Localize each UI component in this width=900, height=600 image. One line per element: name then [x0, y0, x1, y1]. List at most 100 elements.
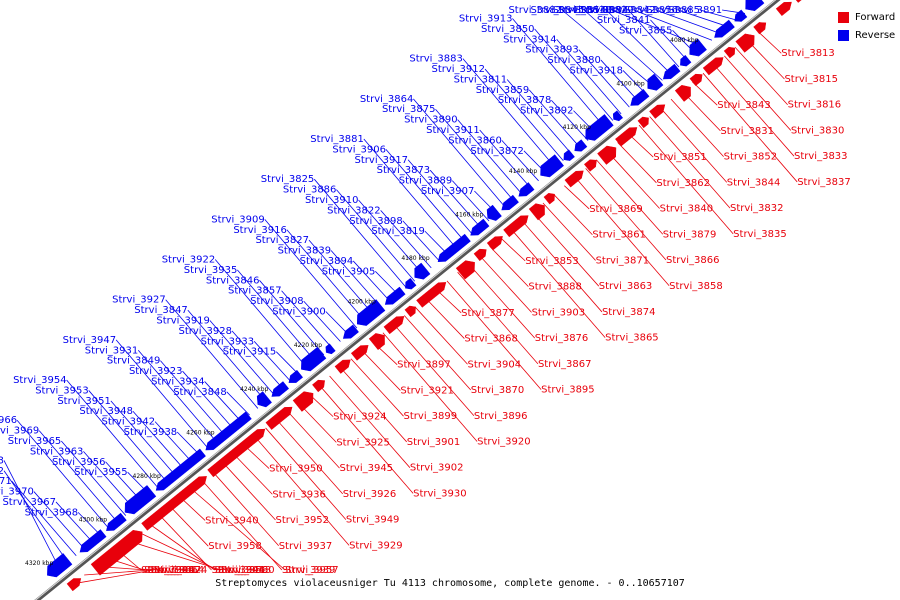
- reverse-gene-arrow[interactable]: [435, 233, 471, 265]
- forward-gene-arrow[interactable]: [207, 426, 268, 478]
- gene-label[interactable]: Strvi_3949: [346, 515, 400, 526]
- forward-gene-arrow[interactable]: [735, 30, 759, 53]
- forward-gene-arrow[interactable]: [753, 19, 769, 35]
- forward-gene-arrow[interactable]: [351, 342, 371, 361]
- gene-label[interactable]: Strvi_3907: [421, 186, 475, 197]
- forward-gene-arrow[interactable]: [486, 233, 505, 251]
- gene-label[interactable]: Strvi_3944: [141, 565, 195, 576]
- reverse-gene-arrow[interactable]: [104, 512, 127, 534]
- gene-label[interactable]: Strvi_3845: [531, 5, 585, 16]
- gene-label[interactable]: Strvi_3879: [663, 229, 717, 240]
- reverse-gene-arrow[interactable]: [741, 0, 765, 14]
- gene-label[interactable]: Strvi_3863: [599, 281, 653, 292]
- reverse-gene-arrow[interactable]: [611, 110, 623, 123]
- gene-label[interactable]: Strvi_3908: [250, 296, 304, 307]
- reverse-gene-arrow[interactable]: [685, 38, 707, 60]
- gene-label[interactable]: Strvi_3857: [228, 286, 282, 297]
- gene-label[interactable]: Strvi_3961: [144, 565, 198, 576]
- gene-label[interactable]: Strvi_3925: [336, 437, 390, 448]
- forward-gene-arrow[interactable]: [597, 142, 621, 165]
- gene-label[interactable]: Strvi_3940: [205, 515, 259, 526]
- gene-label[interactable]: Strvi_3974: [154, 565, 208, 576]
- gene-label[interactable]: Strvi_3899: [404, 411, 458, 422]
- gene-label[interactable]: Strvi_3913: [459, 14, 513, 25]
- reverse-gene-arrow[interactable]: [581, 114, 614, 144]
- forward-gene-arrow[interactable]: [455, 257, 479, 280]
- gene-label[interactable]: Strvi_3942: [102, 417, 156, 428]
- forward-gene-arrow[interactable]: [615, 124, 639, 147]
- gene-label[interactable]: Strvi_3840: [660, 204, 714, 215]
- gene-label[interactable]: Strvi_3883: [409, 54, 463, 65]
- gene-label[interactable]: Strvi_3893: [525, 45, 579, 56]
- gene-label[interactable]: Strvi_3831: [720, 126, 774, 137]
- forward-gene-arrow[interactable]: [584, 157, 599, 172]
- gene-label[interactable]: Strvi_3896: [474, 411, 528, 422]
- reverse-gene-arrow[interactable]: [286, 369, 303, 386]
- forward-gene-arrow[interactable]: [90, 526, 146, 576]
- forward-gene-arrow[interactable]: [528, 200, 549, 221]
- reverse-gene-arrow[interactable]: [561, 149, 575, 163]
- gene-label[interactable]: Strvi_3963: [30, 446, 84, 457]
- gene-label[interactable]: Strvi_3858: [669, 281, 723, 292]
- gene-label[interactable]: Strvi_3813: [781, 48, 835, 59]
- reverse-gene-arrow[interactable]: [269, 381, 289, 400]
- reverse-gene-arrow[interactable]: [483, 204, 502, 223]
- forward-gene-arrow[interactable]: [334, 356, 353, 374]
- gene-label[interactable]: Strvi_3892: [520, 106, 574, 117]
- gene-label[interactable]: Strvi_3874: [602, 307, 656, 318]
- gene-label[interactable]: Strvi_3903: [532, 307, 586, 318]
- forward-gene-arrow[interactable]: [775, 0, 794, 17]
- gene-label[interactable]: Strvi_3842: [602, 5, 656, 16]
- gene-label[interactable]: Strvi_3957: [285, 565, 339, 576]
- forward-gene-arrow[interactable]: [503, 212, 531, 238]
- gene-label[interactable]: Strvi_3829: [580, 5, 634, 16]
- reverse-gene-arrow[interactable]: [323, 343, 336, 356]
- gene-label[interactable]: Strvi_3890: [404, 115, 458, 126]
- gene-label[interactable]: Strvi_3878: [498, 95, 552, 106]
- gene-label[interactable]: Strvi_3843: [717, 100, 771, 111]
- reverse-gene-arrow[interactable]: [660, 63, 681, 82]
- gene-label[interactable]: Strvi_3964: [151, 565, 205, 576]
- forward-gene-arrow[interactable]: [265, 404, 295, 430]
- gene-label[interactable]: Strvi_3971: [0, 476, 12, 487]
- forward-gene-arrow[interactable]: [383, 313, 407, 335]
- gene-label[interactable]: Strvi_3862: [656, 178, 710, 189]
- gene-label[interactable]: Strvi_3923: [129, 366, 183, 377]
- reverse-gene-arrow[interactable]: [77, 529, 107, 556]
- reverse-gene-arrow[interactable]: [353, 299, 386, 330]
- gene-label[interactable]: Strvi_3875: [382, 104, 436, 115]
- gene-label[interactable]: Strvi_3910: [305, 195, 359, 206]
- gene-label[interactable]: Strvi_3969: [0, 426, 39, 437]
- gene-label[interactable]: Strvi_3970: [0, 487, 34, 498]
- reverse-gene-arrow[interactable]: [121, 485, 157, 517]
- gene-label[interactable]: Strvi_3856: [624, 5, 678, 16]
- gene-label[interactable]: Strvi_3967: [2, 497, 56, 508]
- reverse-gene-arrow[interactable]: [43, 553, 73, 580]
- gene-label[interactable]: Strvi_3909: [211, 214, 265, 225]
- gene-label[interactable]: Strvi_3876: [535, 333, 589, 344]
- gene-label[interactable]: Strvi_3861: [592, 230, 646, 241]
- gene-label[interactable]: Strvi_3872: [470, 146, 524, 157]
- gene-label[interactable]: Strvi_3815: [784, 74, 838, 85]
- gene-label[interactable]: Strvi_3881: [310, 134, 364, 145]
- gene-label[interactable]: Strvi_3958: [208, 541, 262, 552]
- gene-label[interactable]: Strvi_3951: [57, 396, 111, 407]
- gene-label[interactable]: Strvi_3885: [646, 5, 700, 16]
- gene-label[interactable]: Strvi_3865: [605, 333, 659, 344]
- gene-label[interactable]: Strvi_3864: [360, 94, 414, 105]
- legend-reverse[interactable]: Reverse: [838, 26, 895, 44]
- gene-label[interactable]: Strvi_3939: [282, 565, 336, 576]
- gene-label[interactable]: Strvi_3943: [218, 565, 272, 576]
- gene-label[interactable]: Strvi_3835: [733, 229, 787, 240]
- gene-label[interactable]: Strvi_3839: [278, 246, 332, 257]
- gene-label[interactable]: Strvi_3917: [355, 155, 409, 166]
- gene-label[interactable]: Strvi_3952: [276, 515, 330, 526]
- gene-label[interactable]: Strvi_3928: [178, 326, 232, 337]
- gene-label[interactable]: Strvi_3894: [300, 256, 354, 267]
- gene-label[interactable]: Strvi_3898: [349, 216, 403, 227]
- gene-label[interactable]: Strvi_3844: [727, 177, 781, 188]
- gene-label[interactable]: Strvi_3859: [476, 85, 530, 96]
- gene-label[interactable]: Strvi_3914: [503, 34, 557, 45]
- reverse-gene-arrow[interactable]: [732, 9, 748, 25]
- gene-label[interactable]: Strvi_3922: [162, 255, 216, 266]
